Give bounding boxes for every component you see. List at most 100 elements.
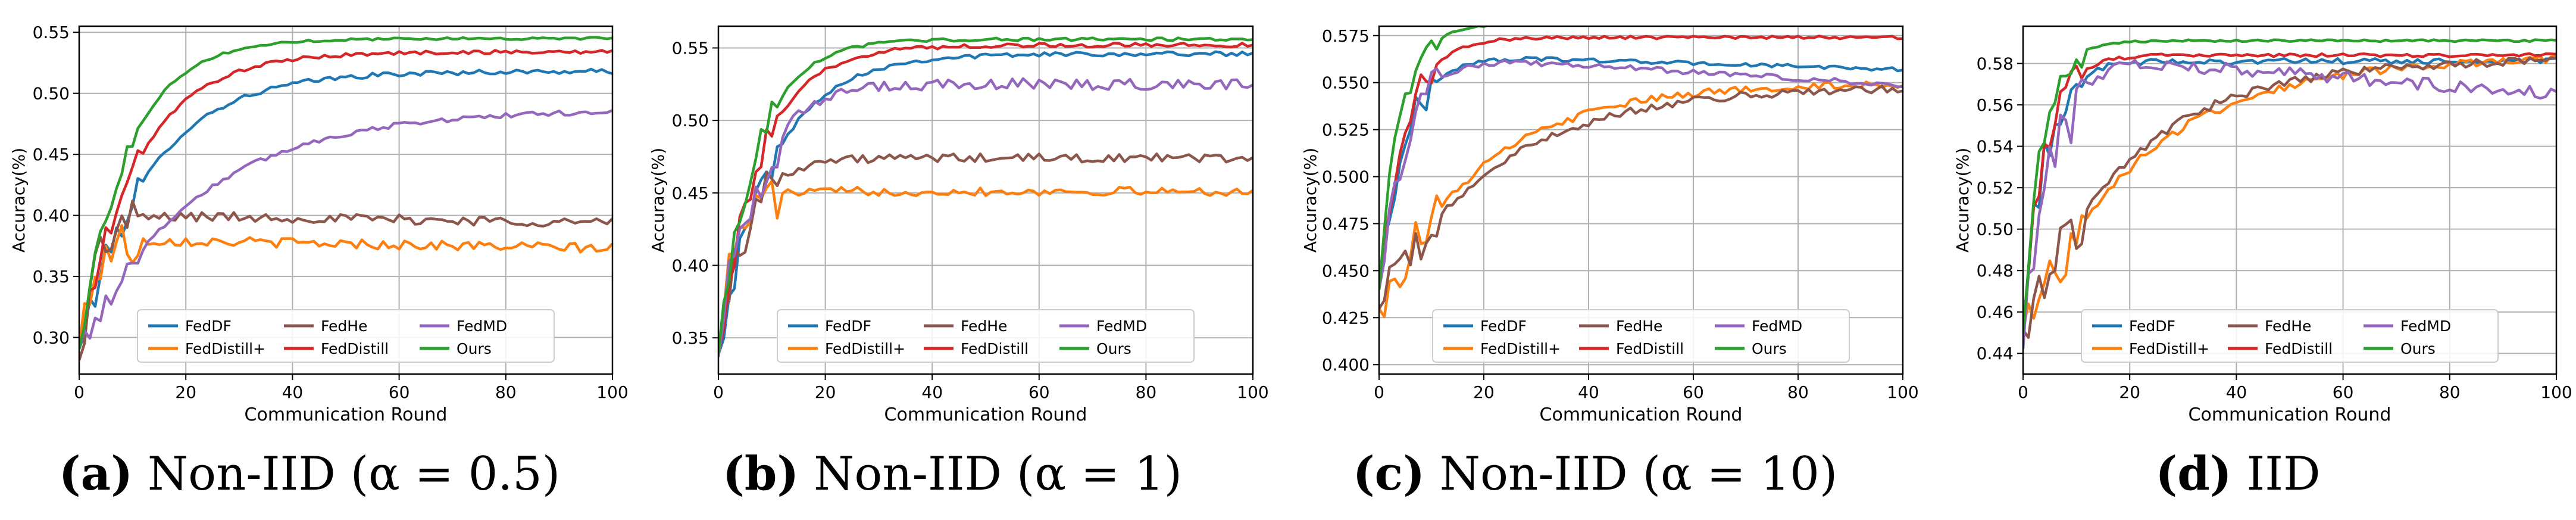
legend-label: FedMD	[457, 317, 507, 335]
y-tick-label: 0.46	[1977, 303, 2014, 322]
series-line-fedmd	[79, 109, 612, 350]
x-axis-label: Communication Round	[2189, 404, 2391, 425]
series-line-ours	[79, 36, 612, 350]
y-axis-label: Accuracy(%)	[1300, 148, 1320, 253]
legend-label: FedHe	[961, 317, 1007, 335]
legend-label: FedDF	[2129, 317, 2175, 335]
legend-label: FedDistill+	[185, 340, 265, 357]
legend-label: FedMD	[1752, 317, 1802, 335]
legend: FedDF FedDistill+ FedHe FedDistill FedMD Ours	[777, 309, 1195, 363]
legend-label: FedMD	[1096, 317, 1147, 335]
series-line-feddistill	[79, 49, 612, 350]
legend-label: FedDF	[185, 317, 232, 335]
panel-caption-text: Non-IID (α = 1)	[799, 447, 1182, 501]
y-tick-label: 0.45	[33, 145, 70, 164]
panel-3: 0 20 40 60 80 100 0.400 0.425 0.450 0.475 0.500 0.5…	[1300, 25, 1919, 501]
panel-caption: (b) Non-IID (α = 1)	[723, 447, 1182, 501]
x-axis-label: Communication Round	[1540, 404, 1743, 425]
panel-caption: (a) Non-IID (α = 0.5)	[59, 447, 560, 501]
legend-label: FedDistill	[961, 340, 1028, 357]
y-tick-label: 0.35	[33, 267, 70, 287]
y-axis-label: Accuracy(%)	[648, 148, 668, 253]
series-line-fedhe	[1379, 85, 1903, 310]
series-line-ours	[2023, 38, 2556, 332]
x-tick-label: 0	[1374, 382, 1384, 402]
legend-label: FedDistill+	[825, 340, 905, 357]
x-tick-label: 40	[921, 382, 943, 402]
x-tick-label: 20	[815, 382, 836, 402]
series-line-ours	[1379, 26, 1903, 290]
x-tick-label: 100	[1887, 382, 1918, 402]
legend-label: Ours	[2400, 340, 2436, 357]
y-tick-label: 0.500	[1322, 167, 1370, 187]
x-tick-label: 20	[1473, 382, 1495, 402]
x-tick-label: 20	[175, 382, 196, 402]
series-line-feddistill	[718, 41, 1253, 355]
y-tick-label: 0.425	[1322, 308, 1370, 328]
series-line-fedhe	[2023, 56, 2556, 339]
legend: FedDF FedDistill+ FedHe FedDistill FedMD Ours	[137, 309, 555, 363]
x-tick-label: 0	[713, 382, 724, 402]
legend-box	[1432, 309, 1850, 363]
y-tick-label: 0.52	[1977, 178, 2014, 198]
x-tick-label: 80	[2439, 382, 2461, 402]
y-tick-label: 0.58	[1977, 54, 2014, 74]
series-line-fedhe	[79, 200, 612, 361]
y-tick-label: 0.44	[1977, 344, 2014, 363]
y-tick-label: 0.50	[672, 111, 709, 130]
legend-label: FedDF	[1480, 317, 1527, 335]
series-line-feddistill	[2023, 52, 2556, 332]
y-tick-label: 0.40	[33, 206, 70, 226]
y-tick-label: 0.30	[33, 328, 70, 348]
x-tick-label: 60	[389, 382, 410, 402]
axes-frame	[1378, 25, 1904, 375]
y-tick-label: 0.400	[1322, 355, 1370, 375]
x-tick-label: 40	[2226, 382, 2247, 402]
panel-label: (d)	[2155, 447, 2231, 501]
series-line-fedmd	[2023, 58, 2556, 349]
x-tick-label: 100	[2540, 382, 2572, 402]
series-group	[718, 36, 1253, 357]
x-tick-label: 100	[596, 382, 628, 402]
legend-box	[137, 309, 555, 363]
panel-caption-text: Non-IID (α = 0.5)	[133, 447, 560, 501]
series-group	[79, 36, 612, 361]
y-tick-label: 0.55	[672, 39, 709, 58]
legend-label: FedDistill	[2265, 340, 2333, 357]
panel-caption-text: Non-IID (α = 10)	[1425, 447, 1837, 501]
panel-caption: (d) IID	[2155, 447, 2320, 501]
x-tick-label: 60	[2333, 382, 2354, 402]
legend-label: FedDistill+	[1480, 340, 1561, 357]
legend-label: FedHe	[1616, 317, 1662, 335]
x-tick-label: 60	[1028, 382, 1050, 402]
legend: FedDF FedDistill+ FedHe FedDistill FedMD Ours	[1432, 309, 1850, 363]
panel-2: 0 20 40 60 80 100 0.35 0.40 0.45 0.50 0.55 Communic…	[648, 25, 1269, 501]
y-tick-label: 0.55	[33, 23, 70, 42]
legend-label: Ours	[1096, 340, 1131, 357]
y-tick-label: 0.50	[33, 84, 70, 104]
axes-frame	[717, 25, 1254, 375]
legend-label: FedDF	[825, 317, 871, 335]
x-tick-label: 0	[2018, 382, 2028, 402]
y-tick-label: 0.475	[1322, 214, 1370, 233]
y-tick-label: 0.54	[1977, 137, 2014, 157]
series-line-feddf	[1379, 56, 1903, 290]
series-group	[1379, 26, 1903, 318]
series-line-feddistill	[1379, 35, 1903, 290]
axes-frame	[2022, 25, 2558, 375]
series-group	[2023, 38, 2556, 349]
panel-caption: (c) Non-IID (α = 10)	[1353, 447, 1838, 501]
y-tick-label: 0.550	[1322, 73, 1370, 93]
legend-label: FedHe	[321, 317, 367, 335]
legend-label: FedHe	[2265, 317, 2311, 335]
y-axis-label: Accuracy(%)	[9, 148, 29, 253]
y-tick-label: 0.48	[1977, 261, 2014, 281]
series-line-feddistillplus	[2023, 55, 2556, 331]
series-line-feddistillplus	[1379, 80, 1903, 318]
legend-label: Ours	[457, 340, 492, 357]
legend-label: FedDistill	[321, 340, 389, 357]
x-tick-label: 80	[1136, 382, 1157, 402]
x-tick-label: 40	[282, 382, 304, 402]
x-tick-label: 20	[2119, 382, 2140, 402]
y-tick-label: 0.525	[1322, 120, 1370, 140]
